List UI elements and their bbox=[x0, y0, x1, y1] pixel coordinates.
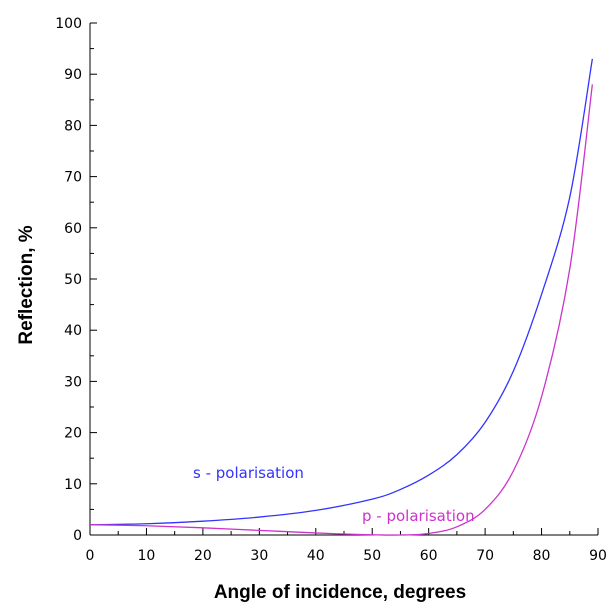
x-tick-label: 40 bbox=[307, 548, 325, 564]
series-label-p-polarisation: p - polarisation bbox=[362, 507, 475, 525]
x-tick-label: 80 bbox=[533, 548, 551, 564]
y-tick-label: 20 bbox=[64, 426, 82, 442]
series-line-s-polarisation bbox=[89, 58, 594, 526]
series-lines bbox=[89, 58, 594, 536]
x-tick-label: 10 bbox=[138, 548, 156, 564]
x-tick-label: 30 bbox=[250, 548, 268, 564]
y-tick-label: 90 bbox=[64, 67, 82, 83]
x-axis-title: Angle of incidence, degrees bbox=[214, 582, 466, 603]
y-tick-label: 30 bbox=[64, 374, 82, 390]
y-tick-label: 40 bbox=[64, 323, 82, 339]
x-tick-label: 0 bbox=[86, 548, 95, 564]
y-tick-label: 60 bbox=[64, 221, 82, 237]
x-tick-label: 50 bbox=[363, 548, 381, 564]
y-axis-title: Reflection, % bbox=[16, 225, 37, 344]
x-tick-label: 70 bbox=[476, 548, 494, 564]
y-tick-label: 80 bbox=[64, 118, 82, 134]
x-tick-label: 20 bbox=[194, 548, 212, 564]
y-tick-label: 70 bbox=[64, 170, 82, 186]
y-tick-label: 0 bbox=[73, 528, 82, 544]
series-line-p-polarisation bbox=[89, 84, 594, 536]
axes bbox=[89, 23, 598, 536]
series-labels: s - polarisation p - polarisation bbox=[193, 464, 475, 525]
y-tick-label: 50 bbox=[64, 272, 82, 288]
y-tick-label: 10 bbox=[64, 477, 82, 493]
ticks bbox=[89, 22, 599, 536]
series-label-s-polarisation: s - polarisation bbox=[193, 464, 304, 482]
y-tick-label: 100 bbox=[55, 16, 82, 32]
x-tick-label: 60 bbox=[420, 548, 438, 564]
x-tick-label: 90 bbox=[589, 548, 607, 564]
tick-labels: 0 10 20 30 40 50 60 70 80 90 100 0 10 20 30 40 50 60 70 80 9… bbox=[55, 16, 607, 564]
